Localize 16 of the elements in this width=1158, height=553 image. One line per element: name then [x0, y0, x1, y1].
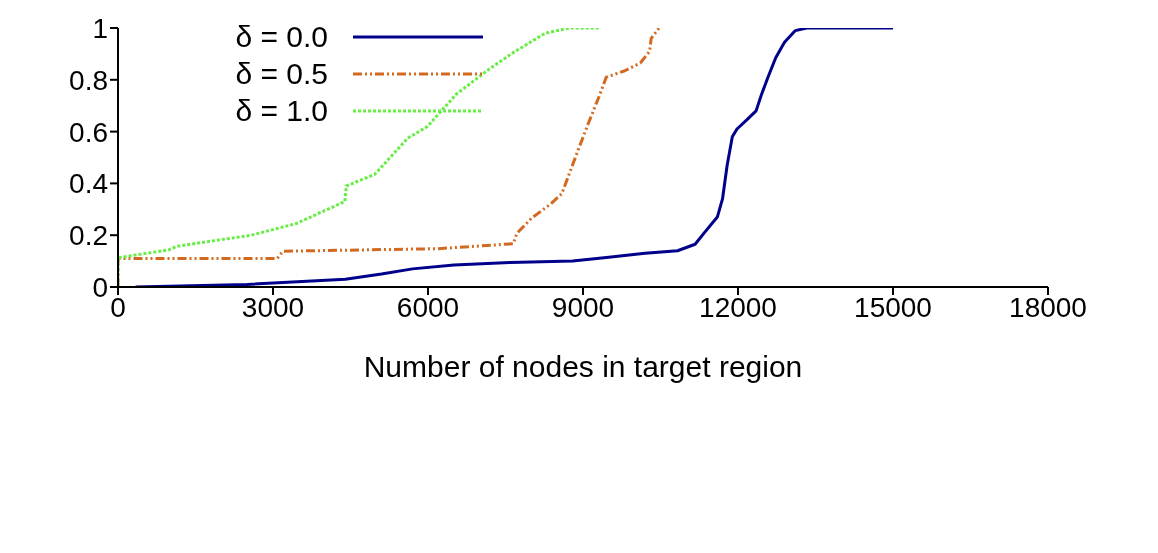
x-tick-label: 15000	[854, 291, 932, 323]
legend-label: δ = 0.5	[234, 56, 328, 92]
y-tick-label: 0	[92, 271, 108, 303]
y-tick-label: 1	[92, 12, 108, 44]
y-tick-label: 0.2	[69, 220, 108, 252]
y-tick-label: 0.6	[69, 116, 108, 148]
y-tick-label: 0.8	[69, 64, 108, 96]
x-tick-label: 18000	[1009, 291, 1087, 323]
x-axis-title: Number of nodes in target region	[363, 350, 803, 383]
legend-label: δ = 0.0	[234, 19, 328, 55]
x-tick-label: 6000	[396, 291, 460, 323]
x-tick-label: 9000	[551, 291, 615, 323]
x-tick-label: 3000	[241, 291, 305, 323]
y-tick-label: 0.4	[69, 168, 108, 200]
legend-label: δ = 1.0	[234, 93, 328, 129]
x-tick-label: 12000	[699, 291, 777, 323]
